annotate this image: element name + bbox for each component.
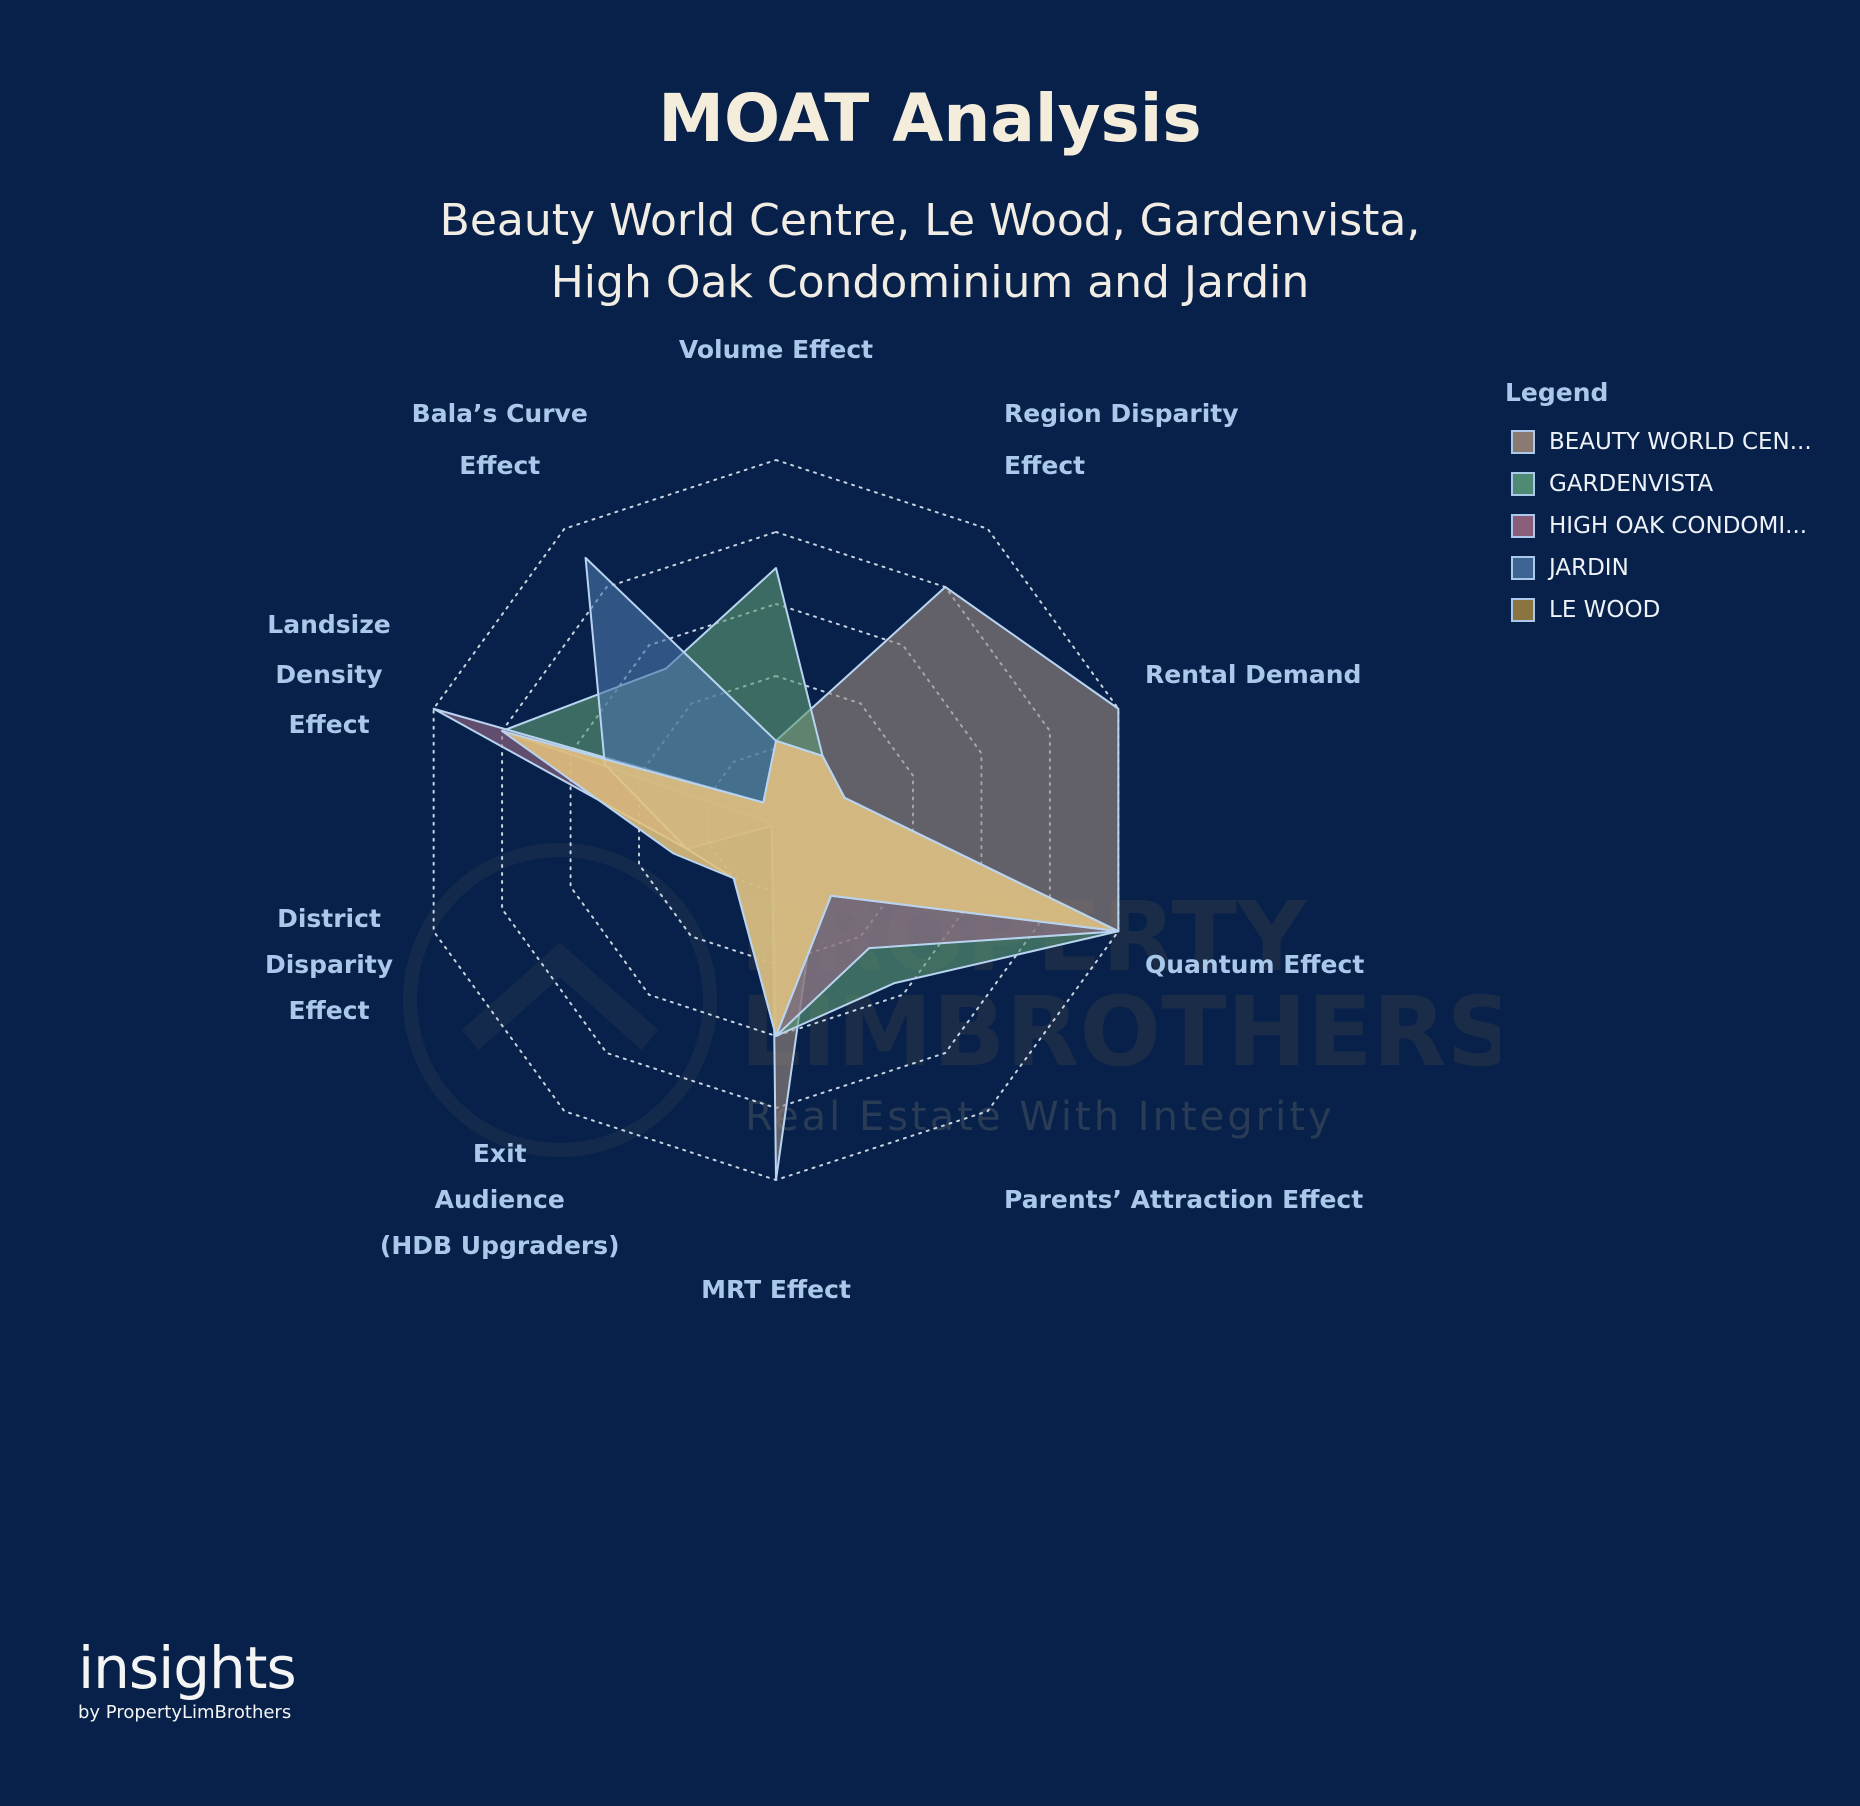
brand-logo: insights by PropertyLimBrothers <box>78 1634 297 1723</box>
axis-label-9: Landsize Density Effect <box>267 610 390 739</box>
axis-label-line: Disparity <box>265 950 393 979</box>
legend-items: BEAUTY WORLD CEN... GARDENVISTA HIGH OAK… <box>1505 421 1812 631</box>
axis-label-line: District <box>277 904 381 933</box>
axis-label-line: Effect <box>459 451 540 480</box>
axis-label-line: (HDB Upgraders) <box>380 1231 620 1260</box>
axis-label-line: Bala’s Curve <box>412 399 588 428</box>
legend-title: Legend <box>1505 378 1609 407</box>
axis-label-line: Volume Effect <box>679 335 873 364</box>
legend-swatch <box>1511 430 1535 454</box>
series-polygon-5 <box>501 730 1120 1037</box>
axis-label-line: Audience <box>435 1185 565 1214</box>
axis-label-line: Landsize <box>267 610 390 639</box>
axis-label-10: Bala’s Curve Effect <box>412 399 588 480</box>
legend-swatch <box>1511 556 1535 580</box>
legend-label: LE WOOD <box>1549 597 1661 623</box>
legend-swatch <box>1511 598 1535 622</box>
legend-swatch <box>1511 514 1535 538</box>
axis-label-line: Exit <box>473 1139 527 1168</box>
axis-label-1: Volume Effect <box>679 335 873 364</box>
subtitle-line-1: Beauty World Centre, Le Wood, Gardenvist… <box>439 195 1421 246</box>
legend-item[interactable]: HIGH OAK CONDOMI... <box>1505 505 1812 547</box>
chart-title: MOAT Analysis <box>658 80 1202 157</box>
subtitle-line-2: High Oak Condominium and Jardin <box>550 257 1310 308</box>
axis-label-3: Rental Demand <box>1145 660 1361 689</box>
axis-label-line: Quantum Effect <box>1145 950 1364 979</box>
axis-label-line: Density <box>275 660 382 689</box>
axis-label-line: Effect <box>1004 451 1085 480</box>
axis-label-line: Effect <box>288 710 369 739</box>
legend-item[interactable]: LE WOOD <box>1505 589 1812 631</box>
legend-label: GARDENVISTA <box>1549 471 1714 497</box>
axis-label-line: Rental Demand <box>1145 660 1361 689</box>
legend-label: JARDIN <box>1549 555 1629 581</box>
axis-label-6: MRT Effect <box>701 1275 851 1304</box>
axis-label-line: Region Disparity <box>1004 399 1238 428</box>
axis-label-line: Parents’ Attraction Effect <box>1004 1185 1363 1214</box>
legend-label: HIGH OAK CONDOMI... <box>1549 513 1808 539</box>
brand-name: insights <box>78 1634 297 1702</box>
legend: Legend BEAUTY WORLD CEN... GARDENVISTA H… <box>1505 378 1812 631</box>
legend-label: BEAUTY WORLD CEN... <box>1549 429 1812 455</box>
legend-item[interactable]: GARDENVISTA <box>1505 463 1812 505</box>
legend-item[interactable]: JARDIN <box>1505 547 1812 589</box>
radar-series <box>432 556 1120 1181</box>
axis-label-line: MRT Effect <box>701 1275 851 1304</box>
legend-swatch <box>1511 472 1535 496</box>
axis-label-7: Exit Audience (HDB Upgraders) <box>380 1139 620 1260</box>
axis-label-2: Region Disparity Effect <box>1004 399 1238 480</box>
legend-item[interactable]: BEAUTY WORLD CEN... <box>1505 421 1812 463</box>
axis-label-4: Quantum Effect <box>1145 950 1364 979</box>
chart-subtitle: Beauty World Centre, Le Wood, Gardenvist… <box>0 190 1860 314</box>
brand-byline: by PropertyLimBrothers <box>78 1702 292 1723</box>
axis-label-line: Effect <box>288 996 369 1025</box>
axis-labels: Volume Effect Region Disparity Effect Renta… <box>265 335 1364 1304</box>
axis-label-5: Parents’ Attraction Effect <box>1004 1185 1363 1214</box>
axis-label-8: District Disparity Effect <box>265 904 393 1025</box>
